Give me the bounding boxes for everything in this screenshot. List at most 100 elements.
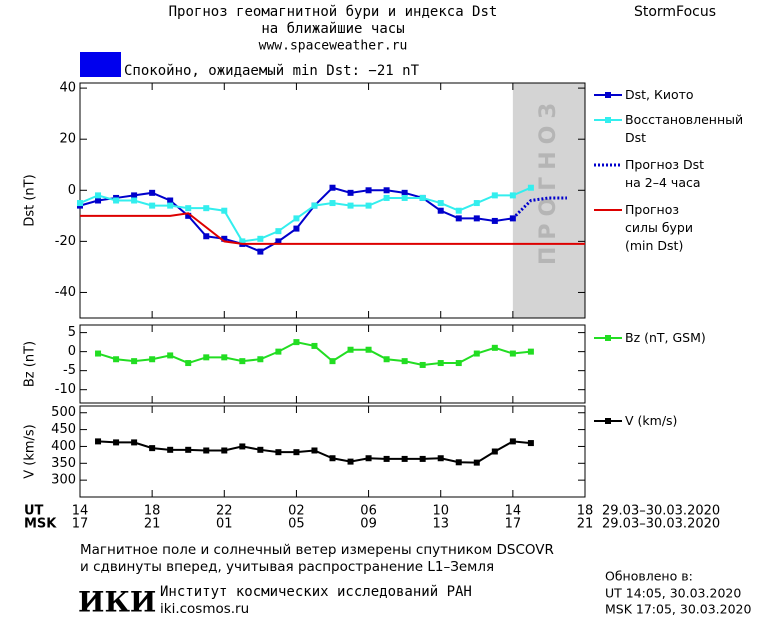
marker — [455, 459, 462, 466]
status-text: Спокойно, ожидаемый min Dst: −21 nT — [124, 63, 420, 79]
y-tick-label: 40 — [59, 81, 76, 96]
x-axis-title: UT — [24, 504, 44, 519]
marker — [221, 207, 228, 214]
marker — [77, 200, 83, 207]
marker — [473, 350, 480, 357]
marker — [275, 348, 282, 355]
marker — [347, 202, 354, 209]
y-tick-label: 350 — [51, 456, 76, 471]
x-tick-label: 22 — [216, 504, 233, 519]
x-tick-label: 21 — [144, 517, 161, 532]
marker — [401, 358, 408, 365]
y-tick-label: 5 — [68, 325, 76, 340]
marker — [257, 446, 264, 453]
marker — [185, 205, 192, 212]
marker — [365, 455, 372, 462]
updated-title: Обновлено в: — [605, 569, 693, 584]
marker — [527, 440, 534, 447]
y-tick-label: 500 — [51, 405, 76, 420]
marker — [401, 455, 408, 462]
marker — [293, 215, 300, 222]
marker — [257, 235, 264, 242]
marker — [95, 350, 102, 357]
marker — [473, 215, 480, 222]
marker — [131, 439, 138, 446]
y-tick-label: 450 — [51, 422, 76, 437]
marker — [203, 233, 210, 240]
marker — [275, 238, 282, 245]
x-tick-label: 18 — [144, 504, 161, 519]
footer-note: и сдвинуты вперед, учитывая распростране… — [80, 559, 494, 575]
url: www.spaceweather.ru — [259, 39, 408, 54]
marker — [383, 455, 390, 462]
site: iki.cosmos.ru — [160, 601, 249, 617]
y-tick-label: -5 — [63, 363, 76, 378]
marker — [329, 184, 336, 191]
marker — [149, 202, 156, 209]
marker — [149, 445, 156, 452]
legend-swatch — [605, 335, 611, 341]
marker — [131, 192, 138, 199]
updated-ut: UT 14:05, 30.03.2020 — [605, 586, 741, 601]
marker — [419, 455, 426, 462]
marker — [221, 354, 228, 361]
y-axis-title: Dst (nT) — [23, 174, 38, 226]
marker — [509, 438, 516, 445]
marker — [113, 197, 120, 204]
marker — [293, 449, 300, 456]
marker — [383, 356, 390, 363]
legend-label: V (km/s) — [625, 413, 678, 428]
marker — [113, 356, 120, 363]
legend-label: Прогноз Dst на 2–4 часа — [625, 157, 705, 190]
marker — [311, 342, 318, 349]
marker — [401, 189, 408, 196]
status-indicator — [80, 52, 121, 77]
marker — [527, 348, 534, 355]
marker — [311, 447, 318, 454]
y-tick-label: -40 — [55, 285, 76, 300]
x-tick-label: 14 — [505, 504, 522, 519]
x-tick-label: 17 — [505, 517, 522, 532]
plot-frame — [79, 405, 586, 498]
marker — [131, 197, 138, 204]
x-tick-label: 10 — [432, 504, 449, 519]
marker — [329, 455, 336, 462]
marker — [329, 358, 336, 365]
y-tick-label: 20 — [59, 132, 76, 147]
x-tick-label: 01 — [216, 517, 233, 532]
x-axis-title: MSK — [24, 517, 57, 532]
marker — [491, 217, 498, 224]
marker — [257, 356, 264, 363]
logo: ИКИ — [78, 586, 156, 619]
y-tick-label: -20 — [55, 234, 76, 249]
subtitle: на ближайшие часы — [261, 21, 404, 37]
marker — [491, 192, 498, 199]
y-axis-title: Bz (nT) — [23, 341, 38, 387]
series-line — [80, 212, 585, 245]
marker — [509, 350, 516, 357]
marker — [167, 446, 174, 453]
marker — [419, 194, 426, 201]
x-tick-label: 09 — [360, 517, 377, 532]
marker — [185, 446, 192, 453]
x-tick-label: 13 — [432, 517, 449, 532]
x-date: 29.03–30.03.2020 — [602, 517, 720, 532]
marker — [455, 360, 462, 367]
legend-swatch — [605, 418, 611, 424]
marker — [239, 443, 246, 450]
marker — [131, 358, 138, 365]
x-tick-label: 02 — [288, 504, 305, 519]
marker — [113, 439, 120, 446]
marker — [203, 354, 210, 361]
x-date: 29.03–30.03.2020 — [602, 504, 720, 519]
marker — [437, 207, 444, 214]
y-axis-title: V (km/s) — [23, 424, 38, 479]
y-tick-label: 0 — [68, 344, 76, 359]
marker — [455, 207, 462, 214]
marker — [491, 448, 498, 455]
marker — [221, 447, 228, 454]
plot-frame — [79, 324, 586, 404]
x-tick-label: 14 — [72, 504, 89, 519]
marker — [149, 356, 156, 363]
